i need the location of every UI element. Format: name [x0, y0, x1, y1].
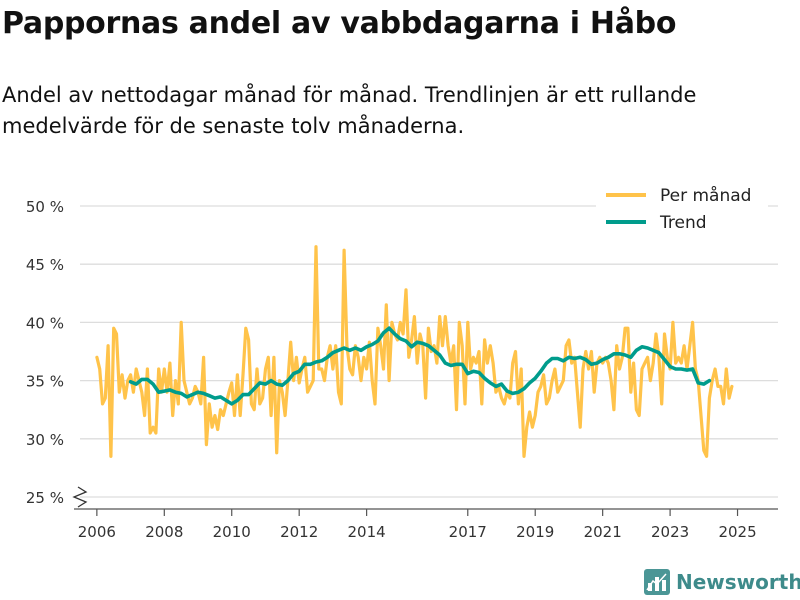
x-tick-label: 2014 — [348, 523, 386, 541]
y-axis: 25 % 30 % 35 % 40 % 45 % 50 % — [26, 198, 88, 508]
axis-break-mark — [72, 486, 88, 508]
chart-subtitle: Andel av nettodagar månad för månad. Tre… — [2, 83, 697, 138]
x-tick-label: 2023 — [651, 523, 689, 541]
legend: Per månad Trend — [596, 180, 768, 240]
x-tick-label: 2021 — [584, 523, 622, 541]
x-tick-label: 2006 — [78, 523, 116, 541]
legend-background — [596, 180, 768, 240]
series-line-per-manad — [95, 245, 734, 458]
x-tick-label: 2025 — [718, 523, 756, 541]
chart-title: Pappornas andel av vabbdagarna i Håbo — [2, 6, 677, 41]
x-tick-label: 2012 — [280, 523, 318, 541]
newsworthy-brand: Newsworthy — [644, 569, 800, 595]
legend-label-per-manad: Per månad — [660, 185, 751, 206]
bar-chart-logo-icon — [644, 569, 670, 595]
x-tick-label: 2019 — [516, 523, 554, 541]
series-line-trend — [128, 326, 712, 406]
x-tick-label: 2008 — [145, 523, 183, 541]
series-group — [95, 245, 734, 458]
x-tick-label: 2017 — [449, 523, 487, 541]
y-tick-label: 50 % — [26, 198, 64, 216]
y-tick-label: 25 % — [26, 489, 64, 507]
y-tick-label: 45 % — [26, 256, 64, 274]
x-axis: 2006 2008 2010 2012 2014 2017 2019 2021 2023 2025 — [74, 508, 778, 541]
brand-name: Newsworthy — [676, 570, 800, 594]
y-tick-label: 35 % — [26, 373, 64, 391]
y-tick-label: 40 % — [26, 314, 64, 332]
x-tick-label: 2010 — [213, 523, 251, 541]
y-tick-label: 30 % — [26, 431, 64, 449]
legend-label-trend: Trend — [659, 213, 707, 233]
